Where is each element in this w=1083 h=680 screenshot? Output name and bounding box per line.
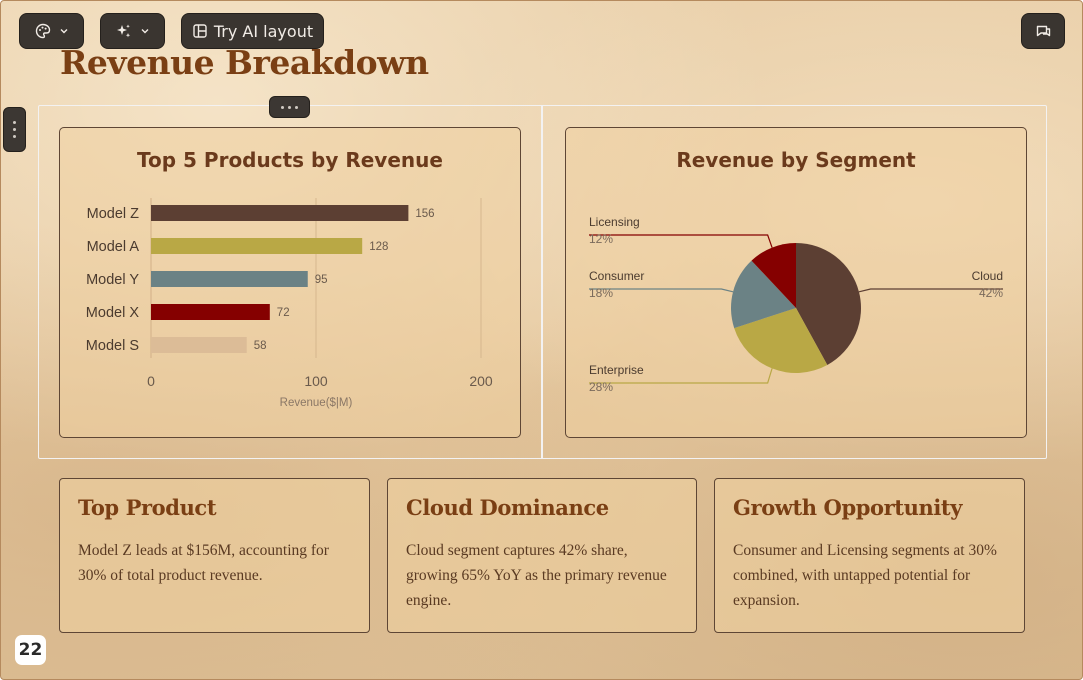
category-label: Model S bbox=[86, 338, 139, 354]
insight-card-cloud-dominance[interactable]: Cloud Dominance Cloud segment captures 4… bbox=[387, 478, 697, 633]
theme-dropdown-button[interactable] bbox=[19, 13, 84, 49]
leader-line bbox=[589, 368, 773, 384]
leader-line bbox=[858, 288, 1003, 293]
comments-button[interactable] bbox=[1021, 13, 1065, 49]
bar-chart: 0 100 200 Model Z 156 Model A 128 Model Y 95 Mode… bbox=[86, 198, 493, 409]
category-label: Model Y bbox=[86, 272, 139, 288]
slide-title[interactable]: Revenue Breakdown bbox=[60, 43, 429, 82]
category-label: Model X bbox=[86, 305, 140, 321]
pie-chart: Cloud 42% Enterprise 28% Consumer 18% Licensin… bbox=[589, 215, 1003, 394]
bar bbox=[151, 337, 247, 353]
data-label: 95 bbox=[315, 274, 328, 286]
handle-dot bbox=[281, 105, 284, 109]
data-label: 72 bbox=[277, 307, 290, 319]
handle-dot bbox=[13, 135, 16, 138]
slice-value-label: 12% bbox=[589, 232, 613, 246]
category-label: Model Z bbox=[87, 206, 140, 222]
pie-chart-card[interactable]: Revenue by Segment Cloud 42% Enterprise 28%… bbox=[565, 127, 1027, 438]
data-label: 156 bbox=[415, 208, 434, 220]
layout-icon bbox=[192, 23, 208, 39]
bar bbox=[151, 205, 409, 221]
insight-title: Growth Opportunity bbox=[733, 495, 963, 520]
insight-text: Cloud segment captures 42% share, growin… bbox=[406, 542, 667, 609]
insight-title: Cloud Dominance bbox=[406, 495, 609, 520]
row-drag-handle[interactable] bbox=[3, 107, 26, 152]
x-tick-label: 100 bbox=[304, 373, 328, 389]
handle-dot bbox=[295, 105, 298, 109]
pie-slice bbox=[731, 260, 796, 329]
insight-card-growth-opportunity[interactable]: Growth Opportunity Consumer and Licensin… bbox=[714, 478, 1025, 633]
slice-label: Consumer bbox=[589, 269, 644, 283]
pie-slice bbox=[734, 308, 828, 373]
page-number-badge[interactable]: 22 bbox=[15, 635, 46, 665]
bar-chart-title: Top 5 Products by Revenue bbox=[137, 148, 443, 172]
insight-title: Top Product bbox=[78, 495, 217, 520]
handle-dot bbox=[13, 128, 16, 131]
block-drag-handle[interactable] bbox=[269, 96, 310, 118]
bar bbox=[151, 304, 270, 320]
slice-label: Enterprise bbox=[589, 363, 644, 377]
leader-line bbox=[589, 234, 773, 248]
pie-slice bbox=[751, 243, 796, 308]
bar bbox=[151, 238, 363, 254]
x-axis-label: Revenue($|M) bbox=[280, 397, 353, 409]
try-ai-layout-button[interactable]: Try AI layout bbox=[181, 13, 324, 49]
slice-value-label: 28% bbox=[589, 380, 613, 394]
category-label: Model A bbox=[87, 239, 140, 255]
insight-text: Model Z leads at $156M, accounting for 3… bbox=[78, 542, 329, 584]
x-tick-label: 200 bbox=[469, 373, 493, 389]
handle-dot bbox=[13, 121, 16, 124]
slice-value-label: 18% bbox=[589, 286, 613, 300]
ai-dropdown-button[interactable] bbox=[100, 13, 165, 49]
pie-chart-title: Revenue by Segment bbox=[676, 148, 916, 172]
comment-icon bbox=[1035, 23, 1052, 40]
slice-label: Cloud bbox=[972, 269, 1003, 283]
handle-dot bbox=[288, 105, 291, 109]
palette-icon bbox=[35, 23, 51, 39]
slice-value-label: 42% bbox=[979, 286, 1003, 300]
chevron-down-icon bbox=[59, 26, 69, 36]
bar-chart-card[interactable]: Top 5 Products by Revenue 0 100 200 Model Z… bbox=[59, 127, 521, 438]
x-tick-label: 0 bbox=[147, 373, 155, 389]
column-divider-handle[interactable] bbox=[541, 106, 543, 458]
data-label: 58 bbox=[254, 340, 267, 352]
pie-slice bbox=[796, 243, 861, 365]
try-ai-layout-label: Try AI layout bbox=[213, 21, 314, 41]
data-label: 128 bbox=[369, 241, 388, 253]
insight-card-top-product[interactable]: Top Product Model Z leads at $156M, acco… bbox=[59, 478, 370, 633]
insight-text: Consumer and Licensing segments at 30% c… bbox=[733, 542, 997, 609]
sparkle-icon bbox=[115, 23, 132, 40]
selection-frame[interactable] bbox=[38, 105, 1047, 459]
slice-label: Licensing bbox=[589, 215, 640, 229]
bar bbox=[151, 271, 308, 287]
chevron-down-icon bbox=[140, 26, 150, 36]
leader-line bbox=[589, 288, 734, 293]
